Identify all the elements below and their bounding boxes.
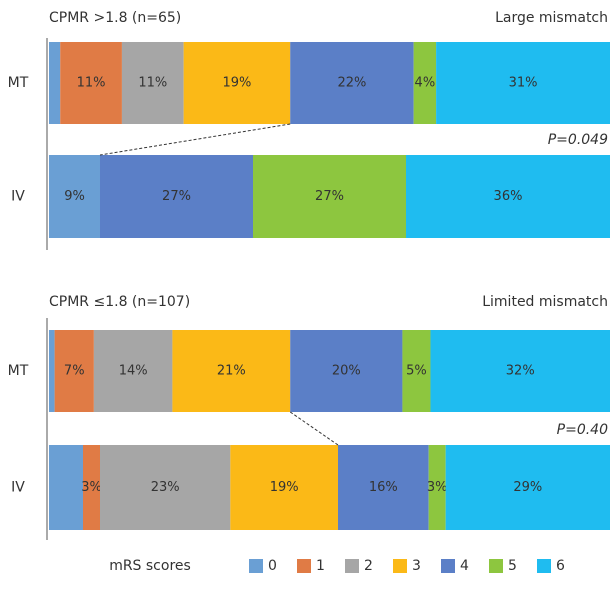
- segment-label: 7%: [64, 364, 85, 379]
- connector: [99, 123, 291, 156]
- bar-segment: [253, 155, 406, 238]
- segment-label: 29%: [513, 480, 542, 495]
- legend-swatch: [297, 559, 311, 573]
- segment-label: 11%: [138, 76, 167, 91]
- bar-segment: [172, 330, 291, 412]
- chart-subtitle: Limited mismatch: [482, 294, 608, 310]
- segment-label: 27%: [162, 189, 191, 204]
- bar-segment: [49, 330, 55, 412]
- segment-label: 14%: [119, 364, 148, 379]
- segment-label: 36%: [494, 189, 523, 204]
- legend-swatch: [537, 559, 551, 573]
- bar-segment: [183, 42, 291, 124]
- bar-segment: [54, 330, 94, 412]
- bar-segment: [100, 155, 253, 238]
- legend-label: 6: [556, 558, 565, 574]
- bar-segment: [290, 330, 403, 412]
- legend-label: 1: [316, 558, 325, 574]
- annotation: P=0.40: [557, 422, 608, 438]
- segment-label: 19%: [222, 76, 251, 91]
- bar-segment: [121, 42, 184, 124]
- segment-label: 4%: [415, 76, 436, 91]
- legend-title: mRS scores: [109, 558, 191, 574]
- chart-title: CPMR ≤1.8 (n=107): [49, 294, 190, 310]
- segment-label: 3%: [81, 480, 102, 495]
- segment-label: 9%: [64, 189, 85, 204]
- chart-subtitle: Large mismatch: [495, 10, 608, 26]
- bar-segment: [60, 42, 122, 124]
- segment-label: 3%: [427, 480, 448, 495]
- segment-label: 16%: [369, 480, 398, 495]
- segment-label: 22%: [337, 76, 366, 91]
- bar-segment: [49, 445, 83, 530]
- bar-segment: [230, 445, 338, 530]
- segment-label: 31%: [509, 76, 538, 91]
- segment-label: 27%: [315, 189, 344, 204]
- segment-label: 32%: [506, 364, 535, 379]
- legend-swatch: [249, 559, 263, 573]
- bar-segment: [445, 445, 610, 530]
- y-tick-label: MT: [8, 363, 29, 379]
- bar-segment: [93, 330, 173, 412]
- bar-segment: [406, 155, 610, 238]
- legend-swatch: [345, 559, 359, 573]
- segment-label: 11%: [77, 76, 106, 91]
- bar-segment: [428, 445, 446, 530]
- legend-swatch: [489, 559, 503, 573]
- segment-label: 20%: [332, 364, 361, 379]
- bar-segment: [402, 330, 431, 412]
- legend-swatch: [393, 559, 407, 573]
- bar-segment: [290, 42, 414, 124]
- legend-label: 4: [460, 558, 469, 574]
- bar-segment: [413, 42, 437, 124]
- bar-segment: [430, 330, 610, 412]
- annotation: P=0.049: [548, 132, 608, 148]
- legend-label: 2: [364, 558, 373, 574]
- legend-label: 0: [268, 558, 277, 574]
- legend-swatch: [441, 559, 455, 573]
- y-tick-label: IV: [11, 480, 25, 496]
- y-tick-label: MT: [8, 75, 29, 91]
- segment-label: 23%: [151, 480, 180, 495]
- segment-label: 19%: [270, 480, 299, 495]
- y-tick-label: IV: [11, 189, 25, 205]
- bar-segment: [100, 445, 231, 530]
- connector: [289, 411, 339, 446]
- segment-label: 21%: [217, 364, 246, 379]
- legend-label: 5: [508, 558, 517, 574]
- bar-segment: [49, 42, 61, 124]
- bar-segment: [436, 42, 610, 124]
- bar-segment: [49, 155, 100, 238]
- segment-label: 5%: [406, 364, 427, 379]
- legend-label: 3: [412, 558, 421, 574]
- bar-segment: [338, 445, 429, 530]
- bar-segment: [83, 445, 100, 530]
- chart-title: CPMR >1.8 (n=65): [49, 10, 181, 26]
